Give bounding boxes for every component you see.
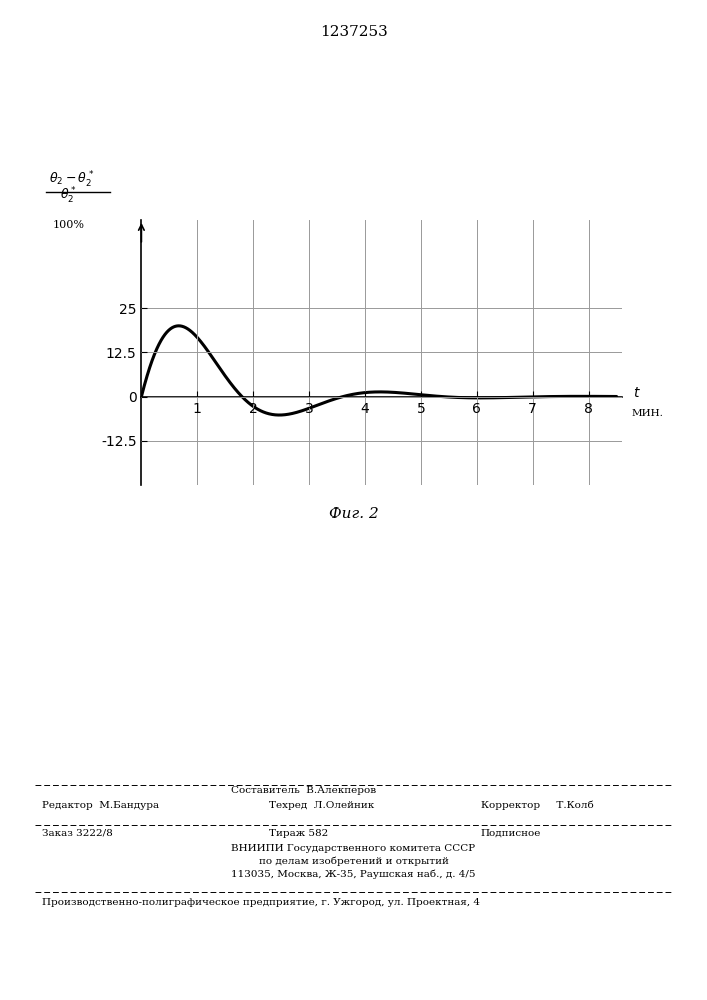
Text: МИН.: МИН. (631, 409, 663, 418)
Text: 1237253: 1237253 (320, 25, 387, 39)
Text: Техред  Л.Олейник: Техред Л.Олейник (269, 801, 374, 810)
Text: Составитель  В.Алекперов: Составитель В.Алекперов (231, 786, 377, 795)
Text: Фиг. 2: Фиг. 2 (329, 507, 378, 521)
Text: Редактор  М.Бандура: Редактор М.Бандура (42, 801, 160, 810)
Text: по делам изобретений и открытий: по делам изобретений и открытий (259, 856, 448, 866)
Text: $t$: $t$ (633, 386, 641, 400)
Text: Тираж 582: Тираж 582 (269, 829, 328, 838)
Text: Заказ 3222/8: Заказ 3222/8 (42, 829, 113, 838)
Text: Подписное: Подписное (481, 829, 541, 838)
Text: Производственно-полиграфическое предприятие, г. Ужгород, ул. Проектная, 4: Производственно-полиграфическое предприя… (42, 898, 481, 907)
Text: ВНИИПИ Государственного комитета СССР: ВНИИПИ Государственного комитета СССР (231, 844, 476, 853)
Text: 100%: 100% (53, 220, 85, 230)
Text: Корректор     Т.Колб: Корректор Т.Колб (481, 800, 593, 810)
Text: 113035, Москва, Ж-35, Раушская наб., д. 4/5: 113035, Москва, Ж-35, Раушская наб., д. … (231, 869, 476, 879)
Text: $\theta_2^*$: $\theta_2^*$ (60, 186, 76, 206)
Text: $\theta_2 - \theta_2^*$: $\theta_2 - \theta_2^*$ (49, 170, 95, 190)
